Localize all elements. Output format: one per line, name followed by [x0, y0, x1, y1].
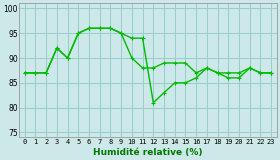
X-axis label: Humidité relative (%): Humidité relative (%) [93, 148, 203, 156]
